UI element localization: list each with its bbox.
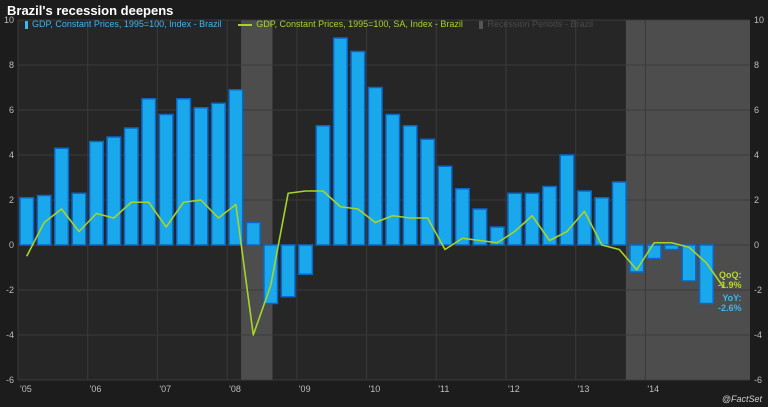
bar-2011Q3: [472, 208, 488, 246]
bar-2013Q4: [629, 244, 645, 273]
source-credit: @FactSet: [721, 394, 762, 404]
y-tick-label-right: 8: [754, 60, 759, 70]
legend-recession-label: Recession Periods - Brazil: [487, 19, 593, 29]
y-tick-label-right: -2: [754, 285, 762, 295]
legend-line-swatch: [238, 23, 253, 26]
bar-2014Q3: [681, 244, 697, 282]
bar-2008Q3: [263, 244, 279, 305]
x-tick-label: '09: [299, 384, 311, 394]
y-tick-label-right: 6: [754, 105, 759, 115]
bar-2005Q1: [19, 197, 35, 246]
y-tick-label-left: -2: [6, 285, 14, 295]
yoy-value: -2.6%: [718, 303, 742, 313]
bar-2007Q1: [158, 113, 174, 246]
line-series-sa: [26, 190, 725, 336]
bar-2010Q2: [385, 113, 401, 246]
bar-2014Q2: [664, 244, 680, 251]
bar-2012Q3: [542, 185, 558, 246]
bar-2008Q1: [228, 89, 244, 246]
y-tick-label-right: 10: [754, 15, 764, 25]
x-tick-label: '11: [438, 384, 449, 394]
bar-2012Q1: [507, 192, 523, 246]
x-tick-label: '07: [159, 384, 171, 394]
x-tick-label: '10: [369, 384, 381, 394]
y-tick-label-right: 0: [754, 240, 759, 250]
bar-2008Q2: [245, 221, 261, 246]
y-tick-label-left: 10: [4, 15, 14, 25]
bar-2006Q3: [123, 127, 139, 246]
bar-2007Q3: [193, 107, 209, 246]
x-tick-label: '14: [647, 384, 659, 394]
x-tick-label: '06: [90, 384, 102, 394]
bar-2014Q1: [646, 244, 662, 260]
bar-2007Q4: [210, 102, 226, 246]
legend-item-recession: Recession Periods - Brazil: [479, 19, 593, 29]
bar-2009Q4: [350, 50, 366, 246]
y-tick-label-right: -6: [754, 375, 762, 385]
y-tick-label-right: -4: [754, 330, 762, 340]
x-tick-label: '08: [229, 384, 241, 394]
y-tick-label-left: 2: [9, 195, 14, 205]
bar-2006Q2: [106, 136, 122, 246]
yoy-annotation: YoY: -2.6%: [718, 293, 742, 313]
bar-2010Q3: [402, 125, 418, 246]
bar-2006Q1: [88, 140, 104, 246]
x-tick-label: '13: [578, 384, 590, 394]
bar-2008Q4: [280, 244, 296, 298]
y-tick-label-left: 0: [9, 240, 14, 250]
bar-2013Q2: [594, 197, 610, 246]
bar-2005Q3: [54, 147, 70, 246]
bar-2012Q4: [559, 154, 575, 246]
qoq-annotation: QoQ: -1.9%: [718, 270, 742, 290]
y-tick-label-left: 6: [9, 105, 14, 115]
bar-2011Q2: [454, 188, 470, 246]
bar-2006Q4: [141, 98, 157, 246]
legend-line-label: GDP, Constant Prices, 1995=100, SA, Inde…: [256, 19, 463, 29]
chart-title: Brazil's recession deepens: [7, 3, 174, 18]
y-tick-label-right: 2: [754, 195, 759, 205]
y-tick-label-left: 4: [9, 150, 14, 160]
bar-2009Q2: [315, 125, 331, 246]
y-tick-label-left: -4: [6, 330, 14, 340]
y-tick-label-right: 4: [754, 150, 759, 160]
x-tick-label: '12: [508, 384, 520, 394]
bar-2012Q2: [524, 192, 540, 246]
legend-bar-swatch: [25, 20, 28, 29]
legend-item-bar: GDP, Constant Prices, 1995=100, Index - …: [25, 19, 222, 29]
y-tick-label-left: 8: [9, 60, 14, 70]
bar-2011Q1: [437, 165, 453, 246]
legend: GDP, Constant Prices, 1995=100, Index - …: [25, 19, 607, 29]
legend-bar-label: GDP, Constant Prices, 1995=100, Index - …: [32, 19, 222, 29]
bar-2007Q2: [176, 98, 192, 246]
qoq-label: QoQ:: [719, 270, 742, 280]
yoy-label: YoY:: [722, 293, 742, 303]
bar-2009Q3: [332, 37, 348, 246]
bar-2005Q4: [71, 192, 87, 246]
qoq-value: -1.9%: [718, 280, 742, 290]
x-tick-label: '05: [20, 384, 32, 394]
bar-2014Q4: [698, 244, 714, 305]
bar-2010Q1: [367, 86, 383, 246]
y-tick-label-left: -6: [6, 375, 14, 385]
legend-recession-swatch: [479, 20, 484, 29]
bar-2009Q1: [298, 244, 314, 275]
legend-item-line: GDP, Constant Prices, 1995=100, SA, Inde…: [238, 19, 463, 29]
bar-2010Q4: [420, 138, 436, 246]
bar-2013Q3: [611, 181, 627, 246]
bar-2005Q2: [36, 194, 52, 246]
